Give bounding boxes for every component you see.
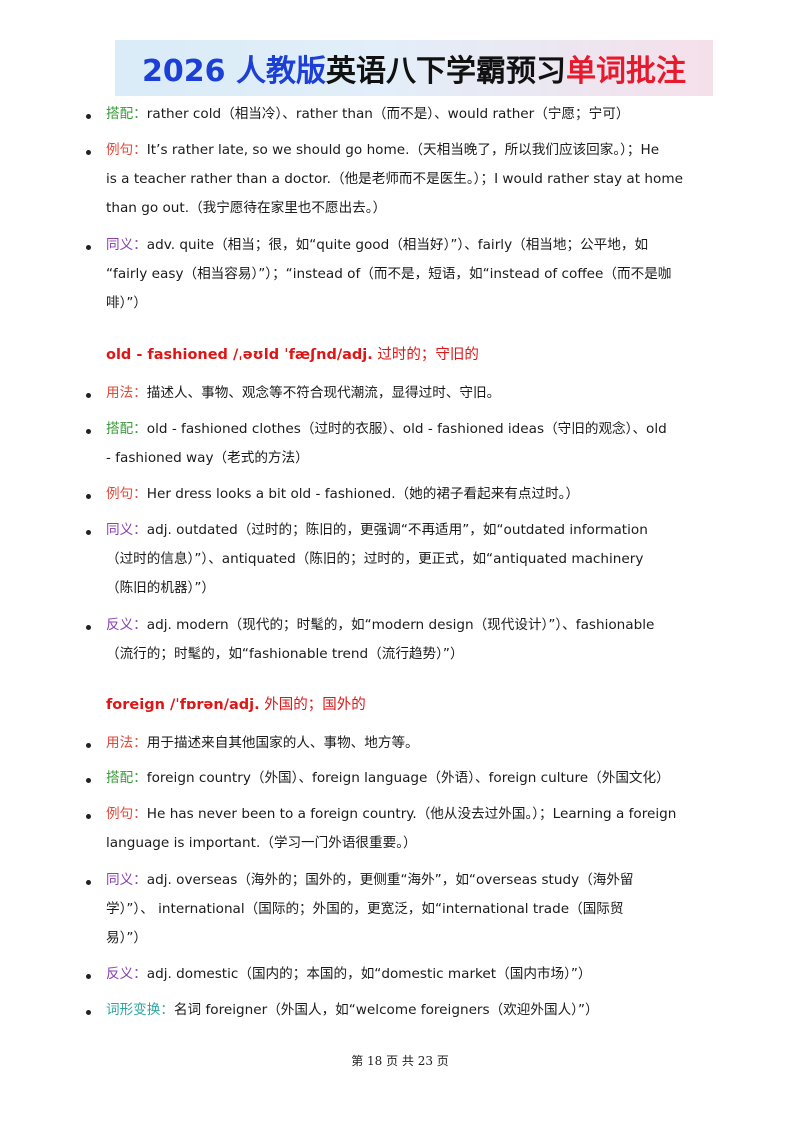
collocation-item: 搭配：rather cold（相当冷）、rather than（而不是）、wou…: [106, 100, 706, 129]
headword: old - fashioned /ˌəʊld ˈfæʃnd/adj.: [106, 347, 373, 363]
example-label: 例句：: [106, 806, 147, 822]
usage-label: 用法：: [106, 735, 147, 751]
example-item: 例句：It’s rather late, so we should go hom…: [106, 136, 706, 223]
example-line: language is important.（学习一门外语很重要。）: [106, 835, 417, 851]
synonym-line: adv. quite（相当；很，如“quite good（相当好）”）、fair…: [146, 237, 649, 253]
bullet: [86, 974, 91, 979]
synonym-label: 同义：: [106, 522, 147, 538]
bullet: [86, 393, 91, 398]
bullet: [86, 429, 91, 434]
synonym-line: adj. overseas（海外的；国外的，更侧重“海外”，如“overseas…: [146, 872, 634, 888]
bullet: [86, 150, 91, 155]
example-item: 例句：Her dress looks a bit old - fashioned…: [106, 480, 706, 509]
usage-label: 用法：: [106, 385, 147, 401]
bullet: [86, 625, 91, 630]
example-line: is a teacher rather than a doctor.（他是老师而…: [106, 171, 683, 187]
synonym-line: （陈旧的机器）”）: [106, 580, 215, 596]
title-banner: 2026 人教版 英语八下学霸预习 单词批注: [115, 40, 713, 96]
antonym-line: adj. modern（现代的；时髦的，如“modern design（现代设计…: [146, 617, 655, 633]
usage-text: 用于描述来自其他国家的人、事物、地方等。: [146, 735, 419, 751]
usage-text: 描述人、事物、观念等不符合现代潮流，显得过时、守旧。: [146, 385, 501, 401]
synonym-line: 啡）”）: [106, 295, 148, 311]
collocation-item: 搭配：old - fashioned clothes（过时的衣服）、old - …: [106, 415, 706, 473]
page-number: 第 18 页 共 23 页: [351, 1054, 449, 1068]
collocation-label: 搭配：: [106, 770, 147, 786]
synonym-line: “fairly easy（相当容易）”）；“instead of（而不是，短语，…: [106, 266, 672, 282]
synonym-label: 同义：: [106, 872, 147, 888]
headword: foreign /ˈfɒrən/adj.: [106, 697, 260, 713]
bullet: [86, 245, 91, 250]
example-label: 例句：: [106, 486, 147, 502]
antonym-line: （流行的；时髦的，如“fashionable trend（流行趋势）”）: [106, 646, 464, 662]
derivation-text: 名词 foreigner（外国人，如“welcome foreigners（欢迎…: [173, 1002, 599, 1018]
collocation-line: old - fashioned clothes（过时的衣服）、old - fas…: [146, 421, 667, 437]
headword-meaning: 外国的；国外的: [264, 697, 366, 713]
synonym-item: 同义：adj. outdated（过时的；陈旧的，更强调“不再适用”，如“out…: [106, 516, 706, 603]
example-line: It’s rather late, so we should go home.（…: [146, 142, 660, 158]
example-label: 例句：: [106, 142, 147, 158]
title-part-3: 单词批注: [565, 54, 686, 89]
derivation-label: 词形变换：: [106, 1002, 174, 1018]
title-part-2: 英语八下学霸预习: [325, 54, 566, 89]
bullet: [86, 880, 91, 885]
headword-entry: old - fashioned /ˌəʊld ˈfæʃnd/adj. 过时的；守…: [106, 343, 479, 364]
example-line: He has never been to a foreign country.（…: [146, 806, 677, 822]
title-part-1: 2026 人教版: [142, 54, 326, 89]
synonym-line: 易）”）: [106, 930, 148, 946]
collocation-label: 搭配：: [106, 106, 147, 122]
bullet: [86, 1010, 91, 1015]
antonym-text: adj. domestic（国内的；本国的，如“domestic market（…: [146, 966, 592, 982]
synonym-line: adj. outdated（过时的；陈旧的，更强调“不再适用”，如“outdat…: [146, 522, 648, 538]
headword-entry: foreign /ˈfɒrən/adj. 外国的；国外的: [106, 693, 366, 714]
headword-meaning: 过时的；守旧的: [377, 347, 479, 363]
synonym-label: 同义：: [106, 237, 147, 253]
synonym-item: 同义：adv. quite（相当；很，如“quite good（相当好）”）、f…: [106, 231, 706, 318]
usage-item: 用法：用于描述来自其他国家的人、事物、地方等。: [106, 729, 706, 758]
collocation-text: foreign country（外国）、foreign language（外语）…: [146, 770, 670, 786]
example-item: 例句：He has never been to a foreign countr…: [106, 800, 706, 858]
synonym-item: 同义：adj. overseas（海外的；国外的，更侧重“海外”，如“overs…: [106, 866, 706, 953]
example-text: Her dress looks a bit old - fashioned.（她…: [146, 486, 580, 502]
derivation-item: 词形变换：名词 foreigner（外国人，如“welcome foreigne…: [106, 996, 706, 1025]
synonym-line: 学）”）、 international（国际的；外国的，更宽泛，如“intern…: [106, 901, 624, 917]
bullet: [86, 530, 91, 535]
synonym-line: （过时的信息）”）、antiquated（陈旧的；过时的，更正式，如“antiq…: [106, 551, 644, 567]
antonym-item: 反义：adj. modern（现代的；时髦的，如“modern design（现…: [106, 611, 706, 669]
antonym-item: 反义：adj. domestic（国内的；本国的，如“domestic mark…: [106, 960, 706, 989]
antonym-label: 反义：: [106, 966, 147, 982]
bullet: [86, 814, 91, 819]
usage-item: 用法：描述人、事物、观念等不符合现代潮流，显得过时、守旧。: [106, 379, 706, 408]
bullet: [86, 114, 91, 119]
bullet: [86, 494, 91, 499]
antonym-label: 反义：: [106, 617, 147, 633]
example-line: than go out.（我宁愿待在家里也不愿出去。）: [106, 200, 387, 216]
collocation-line: - fashioned way（老式的方法）: [106, 450, 309, 466]
collocation-label: 搭配：: [106, 421, 147, 437]
bullet: [86, 778, 91, 783]
collocation-item: 搭配：foreign country（外国）、foreign language（…: [106, 764, 706, 793]
bullet: [86, 743, 91, 748]
collocation-text: rather cold（相当冷）、rather than（而不是）、would …: [146, 106, 630, 122]
